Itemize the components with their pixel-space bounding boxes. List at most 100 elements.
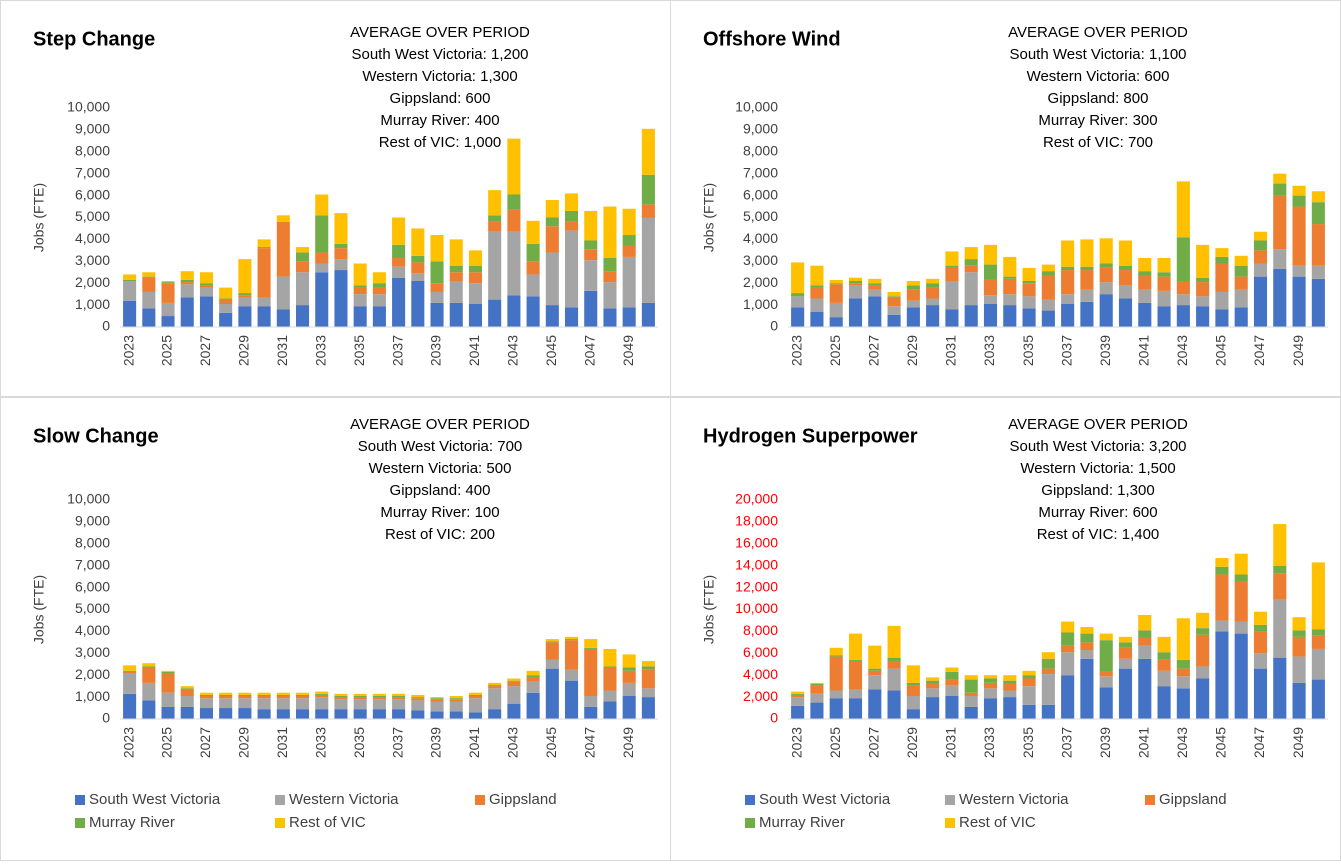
bar-segment [1003, 305, 1017, 327]
annotation-line: AVERAGE OVER PERIOD [1008, 24, 1188, 41]
bar-segment [334, 259, 348, 271]
bar-segment [983, 244, 998, 265]
bar-segment [276, 276, 290, 310]
x-tick-label: 2049 [620, 727, 636, 758]
bar-segment [1041, 658, 1055, 669]
bar-segment [1273, 249, 1287, 269]
bar-segment [296, 252, 310, 262]
annotation-line: Western Victoria: 1,300 [362, 68, 517, 85]
annotation-line: Gippsland: 1,300 [1041, 482, 1154, 499]
bar-segment [180, 689, 194, 697]
annotation-line: Gippsland: 800 [1048, 90, 1149, 107]
bar-segment [468, 283, 482, 305]
bar-segment [526, 274, 540, 297]
bar-segment [142, 700, 156, 719]
bar-segment [488, 688, 502, 710]
bar-segment [1080, 650, 1094, 659]
bar-segment [392, 697, 406, 700]
bar-segment [565, 640, 579, 670]
bar-segment [584, 240, 598, 250]
bar-segment [1253, 250, 1268, 264]
bar-segment [1157, 306, 1171, 327]
bar-segment [1196, 244, 1210, 278]
bar-segment [142, 277, 156, 292]
bar-segment [1061, 675, 1075, 719]
bar-segment [1196, 282, 1210, 297]
bar-segment [238, 293, 252, 296]
bar-segment [430, 699, 444, 702]
bar-segment [906, 281, 920, 286]
bar-segment [906, 300, 920, 308]
bar-segment [1253, 611, 1268, 625]
bar-segment [488, 682, 502, 686]
bar-segment [507, 209, 521, 232]
bar-segment [526, 681, 540, 693]
bar-segment [1292, 206, 1306, 266]
bar-segment [199, 272, 213, 284]
bar-segment [1061, 652, 1075, 676]
y-tick-label: 9,000 [743, 121, 778, 137]
bar-segment [545, 199, 559, 218]
bar-segment [810, 298, 824, 312]
x-tick-label: 2045 [1213, 335, 1229, 366]
x-tick-label: 2035 [1020, 727, 1036, 758]
bar-segment [1253, 624, 1268, 632]
bar-segment [161, 670, 175, 672]
bar-segment [945, 251, 959, 266]
bar-segment [565, 221, 579, 231]
bar-segment [161, 283, 175, 303]
bar-segment [468, 698, 482, 713]
x-tick-label: 2037 [1058, 727, 1074, 758]
bar-segment [926, 680, 940, 684]
y-tick-label: 16,000 [735, 535, 778, 551]
x-tick-label: 2047 [581, 335, 597, 366]
x-tick-label: 2039 [428, 727, 444, 758]
chart-panel: Slow Change AVERAGE OVER PERIOD South West… [0, 397, 671, 861]
bar-segment [848, 659, 863, 661]
bar-segment [964, 272, 978, 306]
bar-segment [449, 302, 463, 327]
bar-segment [584, 290, 598, 327]
bar-segment [945, 309, 959, 327]
x-tick-label: 2045 [543, 727, 559, 758]
bar-segment [161, 671, 175, 674]
y-tick-label: 6,000 [75, 186, 110, 202]
bar-segment [353, 709, 367, 719]
bar-segment [372, 709, 386, 719]
bar-segment [430, 697, 444, 699]
bar-segment [1311, 191, 1325, 203]
annotation-line: Murray River: 600 [1038, 504, 1157, 521]
bar-segment [983, 304, 998, 327]
bar-segment [1292, 195, 1306, 207]
bar-segment [1176, 618, 1190, 660]
x-tick-label: 2031 [943, 335, 959, 366]
bar-segment [1234, 574, 1248, 582]
legend-label: Western Victoria [289, 791, 399, 808]
y-tick-label: 0 [770, 318, 778, 334]
bar-segment [1253, 231, 1268, 241]
bar-segment [829, 647, 843, 656]
bar-segment [219, 708, 233, 719]
y-tick-label: 5,000 [75, 208, 110, 224]
bar-segment [372, 272, 386, 284]
bar-segment [848, 689, 863, 699]
bar-segment [906, 285, 920, 290]
annotation-line: Western Victoria: 500 [369, 460, 512, 477]
bar-segment [983, 682, 998, 689]
bar-segment [257, 247, 271, 249]
bar-segment [622, 245, 636, 257]
bar-segment [238, 297, 252, 307]
annotation-line: Murray River: 400 [380, 112, 499, 129]
bar-segment [1022, 678, 1036, 687]
x-tick-label: 2033 [981, 727, 997, 758]
bar-segment [507, 194, 521, 210]
bar-segment [983, 279, 998, 296]
bar-segment [449, 239, 463, 266]
bar-segment [392, 699, 406, 710]
bar-segment [1234, 633, 1248, 719]
bar-segment [1099, 238, 1113, 264]
bar-segment [868, 670, 882, 676]
bar-segment [180, 279, 194, 283]
bar-segment [810, 702, 824, 719]
bar-segment [507, 686, 521, 704]
